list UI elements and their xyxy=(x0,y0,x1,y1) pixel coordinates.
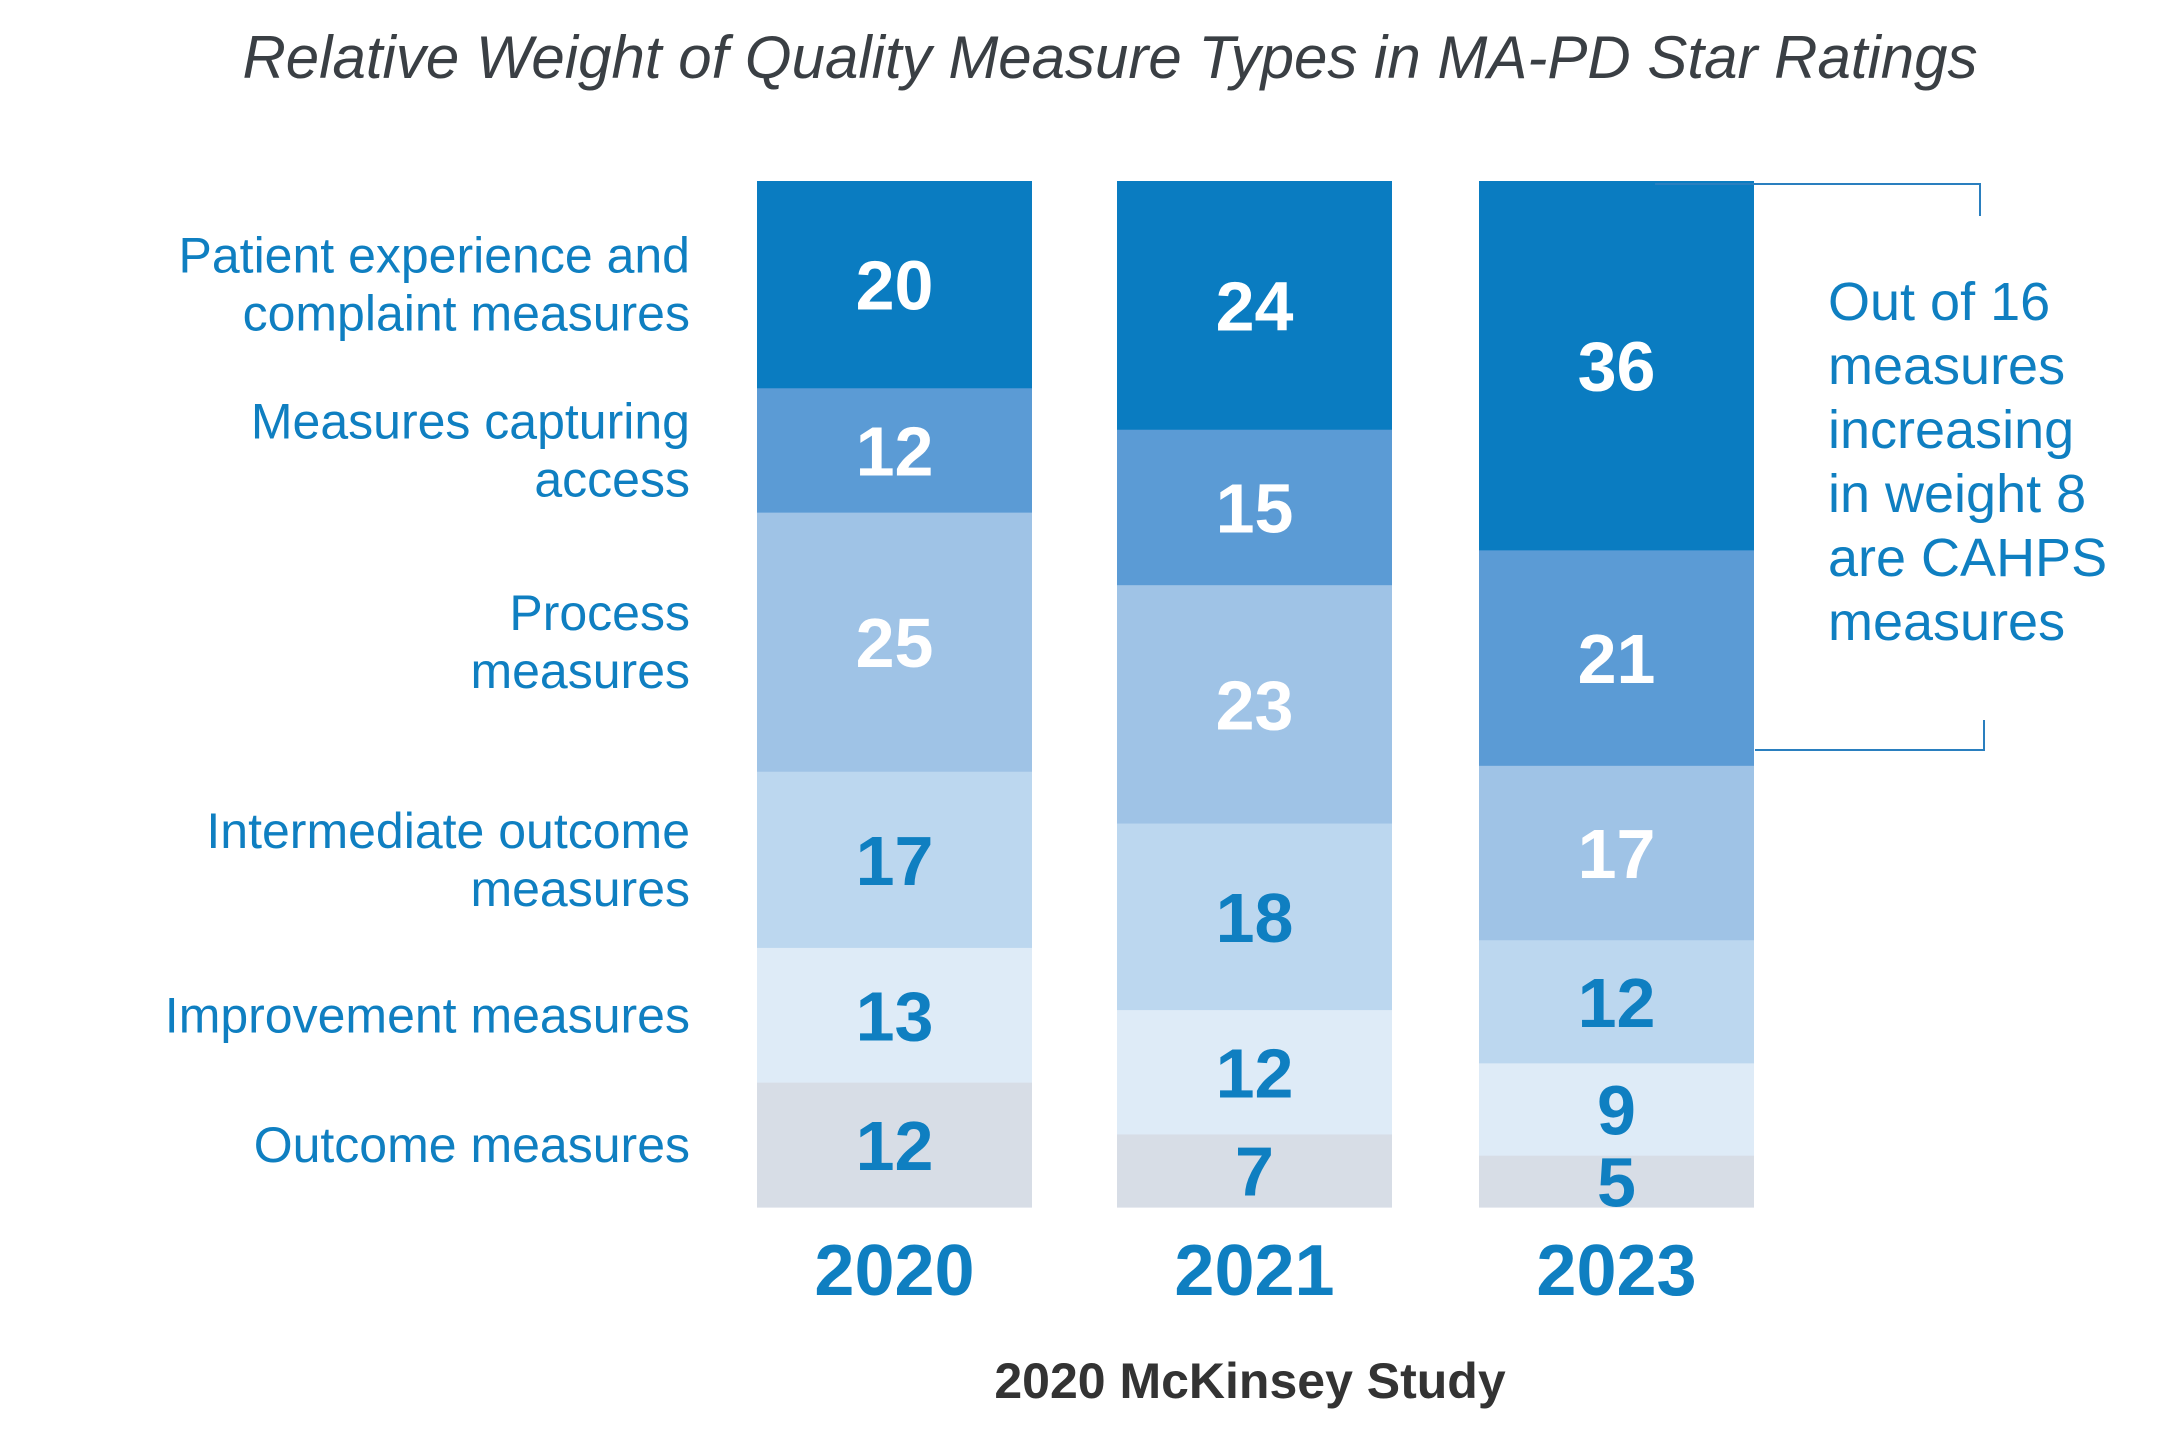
year-label-2021: 2021 xyxy=(1174,1231,1334,1311)
data-label-2023-6: 5 xyxy=(1597,1143,1636,1221)
data-label-2020-3: 25 xyxy=(856,604,934,682)
bar-segment-2020-2 xyxy=(757,388,1032,514)
category-label-3-line-1: Process xyxy=(509,585,690,641)
data-label-2023-3: 17 xyxy=(1578,815,1656,893)
data-label-2023-2: 21 xyxy=(1578,620,1656,698)
data-label-2021-1: 24 xyxy=(1216,267,1294,345)
category-label-5-line-1: Improvement measures xyxy=(165,987,690,1043)
year-label-2020: 2020 xyxy=(814,1231,974,1311)
bar-segment-2023-5 xyxy=(1479,1063,1754,1157)
bar-segment-2023-1 xyxy=(1479,181,1754,551)
bar-segment-2021-4 xyxy=(1117,823,1392,1011)
category-label-3-line-2: measures xyxy=(470,643,690,699)
bar-segment-2020-5 xyxy=(757,947,1032,1084)
data-label-2021-2: 15 xyxy=(1216,469,1294,547)
bar-segment-2021-6 xyxy=(1117,1134,1392,1208)
data-label-2020-2: 12 xyxy=(856,412,934,490)
bar-segment-2020-6 xyxy=(757,1082,1032,1208)
bar-segment-2023-2 xyxy=(1479,550,1754,767)
data-label-2023-1: 36 xyxy=(1578,328,1656,406)
year-label-2023: 2023 xyxy=(1536,1231,1696,1311)
bar-segment-2023-3 xyxy=(1479,765,1754,941)
category-label-1-line-2: complaint measures xyxy=(243,286,690,342)
annotation-line-3: increasing xyxy=(1828,400,2074,460)
category-label-4-line-2: measures xyxy=(470,861,690,917)
year-axis: 2020 2021 2023 xyxy=(814,1231,1696,1311)
data-label-2020-1: 20 xyxy=(856,247,934,325)
bar-segment-2020-4 xyxy=(757,771,1032,949)
bar-segment-2020-1 xyxy=(757,181,1032,389)
bar-segment-2023-6 xyxy=(1479,1155,1754,1208)
annotation-line-1: Out of 16 xyxy=(1828,272,2050,332)
annotation: Out of 16 measures increasing in weight 8 ar… xyxy=(1655,183,2107,751)
annotation-line-6: measures xyxy=(1828,592,2065,652)
category-label-4-line-1: Intermediate outcome xyxy=(206,803,690,859)
bars: 20 12 25 17 13 12 24 15 23 18 12 7 36 21 17 12 95 xyxy=(757,181,1754,1221)
data-label-2023-4: 12 xyxy=(1578,964,1656,1042)
data-label-2020-6: 12 xyxy=(856,1107,934,1185)
annotation-line-5: are CAHPS xyxy=(1828,528,2107,588)
annotation-line-4: in weight 8 xyxy=(1828,464,2086,524)
data-label-2020-5: 13 xyxy=(856,977,934,1055)
annotation-line-2: measures xyxy=(1828,336,2065,396)
data-label-2023-5: 9 xyxy=(1597,1072,1636,1150)
bar-segment-2021-5 xyxy=(1117,1010,1392,1136)
data-label-2021-4: 18 xyxy=(1216,879,1294,957)
chart-title: Relative Weight of Quality Measure Types… xyxy=(242,24,1977,91)
category-label-2-line-2: access xyxy=(534,451,690,507)
data-label-2021-3: 23 xyxy=(1216,666,1294,744)
annotation-bracket xyxy=(1655,183,1985,751)
category-label-1-line-1: Patient experience and xyxy=(179,228,690,284)
category-label-2-line-1: Measures capturing xyxy=(251,393,690,449)
data-label-2020-4: 17 xyxy=(856,822,934,900)
data-label-2021-6: 7 xyxy=(1235,1133,1274,1211)
annotation-text: Out of 16 measures increasing in weight 8 ar… xyxy=(1828,272,2107,652)
bar-segment-2021-1 xyxy=(1117,181,1392,431)
source-note: 2020 McKinsey Study xyxy=(994,1353,1506,1409)
bar-segment-2021-3 xyxy=(1117,585,1392,825)
bar-segment-2023-4 xyxy=(1479,940,1754,1064)
category-label-6-line-1: Outcome measures xyxy=(254,1117,690,1173)
bar-segment-2021-2 xyxy=(1117,429,1392,586)
bar-segment-2020-3 xyxy=(757,512,1032,773)
data-label-2021-5: 12 xyxy=(1216,1034,1294,1112)
